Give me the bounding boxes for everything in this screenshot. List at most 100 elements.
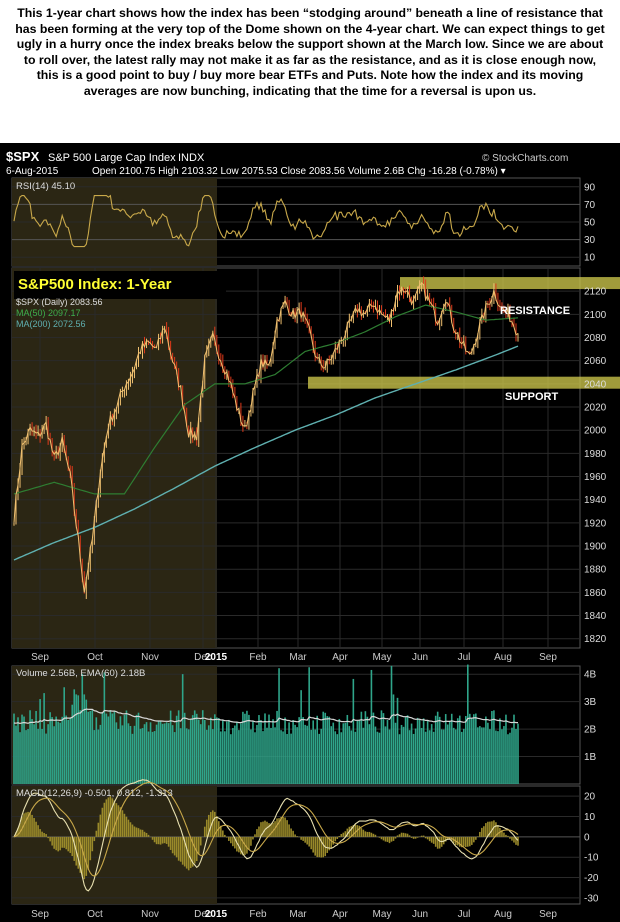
volume-bar bbox=[493, 710, 495, 784]
macd-hist-bar bbox=[137, 828, 140, 837]
macd-hist-bar bbox=[93, 836, 96, 842]
macd-hist-bar bbox=[308, 836, 310, 847]
macd-hist-bar bbox=[55, 836, 57, 851]
macd-hist-bar bbox=[213, 811, 216, 837]
macd-hist-bar bbox=[368, 831, 371, 837]
volume-bar bbox=[135, 714, 138, 784]
macd-hist-bar bbox=[151, 836, 154, 840]
macd-hist-bar bbox=[322, 836, 325, 858]
macd-hist-bar bbox=[89, 836, 92, 861]
macd-hist-bar bbox=[113, 800, 116, 837]
macd-hist-bar bbox=[25, 812, 27, 837]
volume-bar bbox=[185, 728, 188, 784]
x-tick-label: Apr bbox=[332, 652, 348, 663]
macd-hist-bar bbox=[264, 820, 266, 837]
volume-bar bbox=[167, 723, 170, 784]
macd-hist-bar bbox=[222, 830, 224, 837]
volume-bar bbox=[274, 727, 276, 784]
x-tick-label: Jul bbox=[458, 909, 471, 920]
macd-hist-bar bbox=[29, 812, 31, 837]
volume-bar bbox=[226, 721, 228, 784]
volume-bar bbox=[458, 715, 461, 784]
volume-ema-line bbox=[13, 708, 518, 725]
macd-hist-bar bbox=[286, 820, 288, 837]
macd-hist-bar bbox=[99, 814, 102, 837]
macd-hist-bar bbox=[175, 836, 178, 858]
macd-hist-bar bbox=[464, 836, 467, 847]
volume-bar bbox=[475, 713, 477, 784]
macd-hist-bar bbox=[340, 834, 343, 837]
header-exchange: INDX bbox=[178, 152, 205, 164]
macd-hist-bar bbox=[143, 831, 146, 837]
chart-canvas: $SPX S&P 500 Large Cap Index INDX © Stoc… bbox=[6, 149, 620, 920]
macd-hist-bar bbox=[27, 811, 29, 837]
volume-bar bbox=[394, 722, 397, 784]
macd-hist-bar bbox=[471, 836, 473, 845]
volume-bar bbox=[111, 713, 114, 784]
volume-bar bbox=[364, 711, 367, 784]
volume-bar bbox=[398, 734, 401, 784]
volume-bar bbox=[175, 715, 178, 784]
macd-hist-bar bbox=[400, 832, 403, 837]
resistance-band bbox=[400, 277, 620, 290]
volume-bar bbox=[266, 727, 268, 784]
watermark: © StockCharts.com bbox=[482, 153, 568, 164]
macd-hist-bar bbox=[432, 836, 435, 844]
volume-bar bbox=[45, 733, 47, 784]
volume-bar bbox=[232, 728, 234, 784]
price-panel: RESISTANCE SUPPORT S&P500 Index: 1-Year … bbox=[11, 267, 620, 663]
macd-hist-bar bbox=[467, 836, 469, 847]
volume-bar bbox=[105, 713, 108, 784]
macd-hist-bar bbox=[306, 836, 308, 845]
volume-bar bbox=[83, 694, 86, 784]
price-tick-label: 1900 bbox=[584, 542, 607, 553]
volume-bar bbox=[65, 715, 68, 784]
volume-bar bbox=[348, 726, 351, 784]
volume-bar bbox=[280, 730, 282, 784]
volume-bar bbox=[193, 710, 196, 784]
price-tick-label: 1860 bbox=[584, 588, 607, 599]
volume-bar bbox=[386, 719, 389, 784]
macd-hist-bar bbox=[382, 836, 385, 841]
volume-bar bbox=[97, 729, 100, 784]
macd-hist-bar bbox=[163, 836, 166, 844]
macd-hist-bar bbox=[238, 836, 240, 853]
macd-hist-bar bbox=[139, 829, 142, 837]
volume-bar bbox=[177, 710, 180, 784]
macd-hist-bar bbox=[230, 836, 232, 844]
volume-bar bbox=[173, 732, 176, 784]
volume-bar bbox=[79, 710, 82, 784]
macd-hist-bar bbox=[155, 836, 158, 845]
price-tick-label: 2120 bbox=[584, 287, 607, 298]
volume-bar bbox=[318, 733, 321, 784]
volume-bar bbox=[328, 716, 331, 784]
volume-bar bbox=[27, 729, 29, 784]
macd-hist-bar bbox=[444, 836, 447, 842]
volume-bar bbox=[416, 717, 419, 784]
volume-bar bbox=[320, 728, 323, 784]
macd-hist-bar bbox=[314, 836, 316, 856]
macd-hist-bar bbox=[161, 836, 164, 844]
volume-bar bbox=[181, 674, 184, 784]
macd-hist-bar bbox=[232, 836, 234, 847]
macd-hist-bar bbox=[404, 833, 407, 837]
rsi-legend: RSI(14) 45.10 bbox=[16, 181, 75, 192]
macd-hist-bar bbox=[121, 810, 124, 837]
macd-hist-bar bbox=[372, 833, 375, 837]
macd-hist-bar bbox=[153, 836, 156, 843]
macd-hist-bar bbox=[430, 836, 433, 843]
volume-bar bbox=[47, 724, 49, 784]
volume-bar bbox=[133, 725, 136, 784]
volume-bar bbox=[93, 730, 96, 784]
volume-bar bbox=[240, 723, 242, 784]
macd-hist-bar bbox=[183, 836, 186, 867]
macd-signal-line bbox=[13, 781, 519, 877]
volume-bar bbox=[358, 719, 361, 784]
volume-bar bbox=[81, 673, 84, 784]
macd-hist-bar bbox=[497, 825, 499, 837]
volume-bar bbox=[336, 734, 339, 784]
macd-hist-bar bbox=[302, 836, 304, 841]
macd-hist-bar bbox=[479, 831, 481, 837]
macd-hist-bar bbox=[501, 830, 503, 837]
volume-bar bbox=[499, 718, 501, 784]
